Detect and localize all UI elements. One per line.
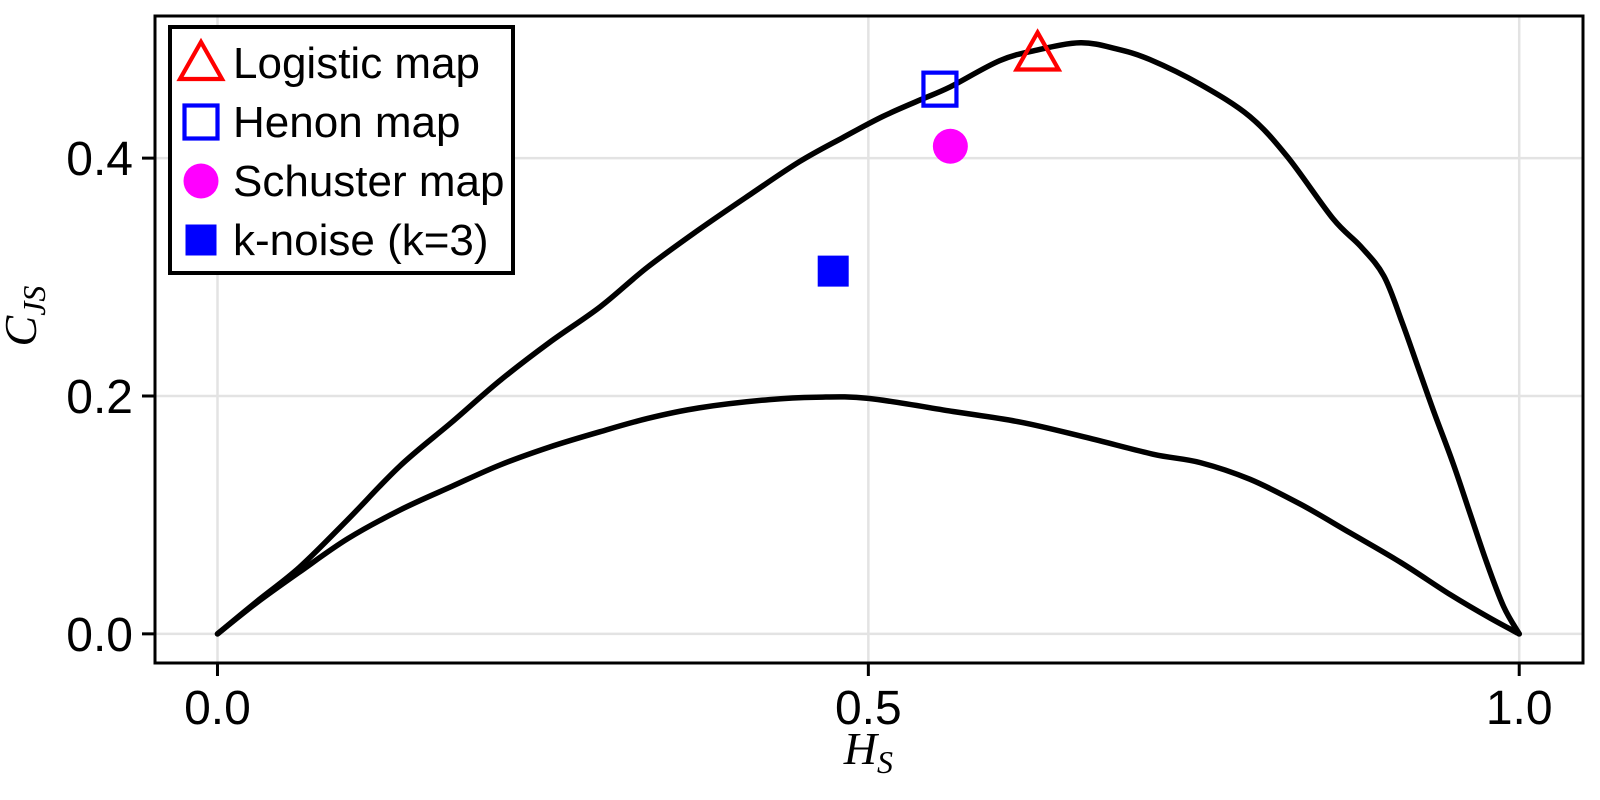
x-axis-label-sub: S (877, 744, 893, 780)
y-tick-label-0.4: 0.4 (66, 133, 133, 186)
max-complexity-curve (214, 40, 1522, 637)
y-axis-label: CJS (0, 286, 52, 347)
legend-item-schuster-map (183, 163, 219, 199)
legend-label-k-noise-k-3: k-noise (k=3) (233, 216, 489, 265)
legend-label-henon-map: Henon map (233, 98, 460, 147)
y-axis-label-base: C (0, 314, 46, 346)
y-tick-label-0.0: 0.0 (66, 609, 133, 662)
legend-marker-logistic-map (176, 37, 226, 82)
min-complexity-curve (214, 394, 1522, 637)
legend (168, 25, 515, 275)
data-point-k-noise-k-3 (817, 255, 849, 287)
data-point-schuster-map (932, 128, 968, 164)
y-axis-label-sub: JS (16, 286, 52, 316)
legend-item-k-noise-k-3 (185, 224, 217, 256)
data-point-henon-map (921, 70, 959, 108)
legend-box (168, 25, 515, 275)
x-axis-label: HS (843, 723, 893, 780)
legend-marker-schuster-map (183, 163, 219, 199)
legend-marker-henon-map (182, 103, 220, 141)
x-axis-label-base: H (843, 723, 880, 774)
data-point-logistic-map (1012, 28, 1063, 72)
x-tick-label-1.0: 1.0 (1486, 682, 1553, 735)
legend-label-logistic-map: Logistic map (233, 39, 480, 88)
legend-label-schuster-map: Schuster map (233, 157, 504, 206)
legend-item-henon-map (182, 103, 220, 141)
legend-marker-k-noise-k-3 (185, 224, 217, 256)
x-tick-label-0.0: 0.0 (184, 682, 251, 735)
y-tick-label-0.2: 0.2 (66, 371, 133, 424)
x-tick-label-0.5: 0.5 (835, 682, 902, 735)
legend-item-logistic-map (176, 37, 226, 82)
